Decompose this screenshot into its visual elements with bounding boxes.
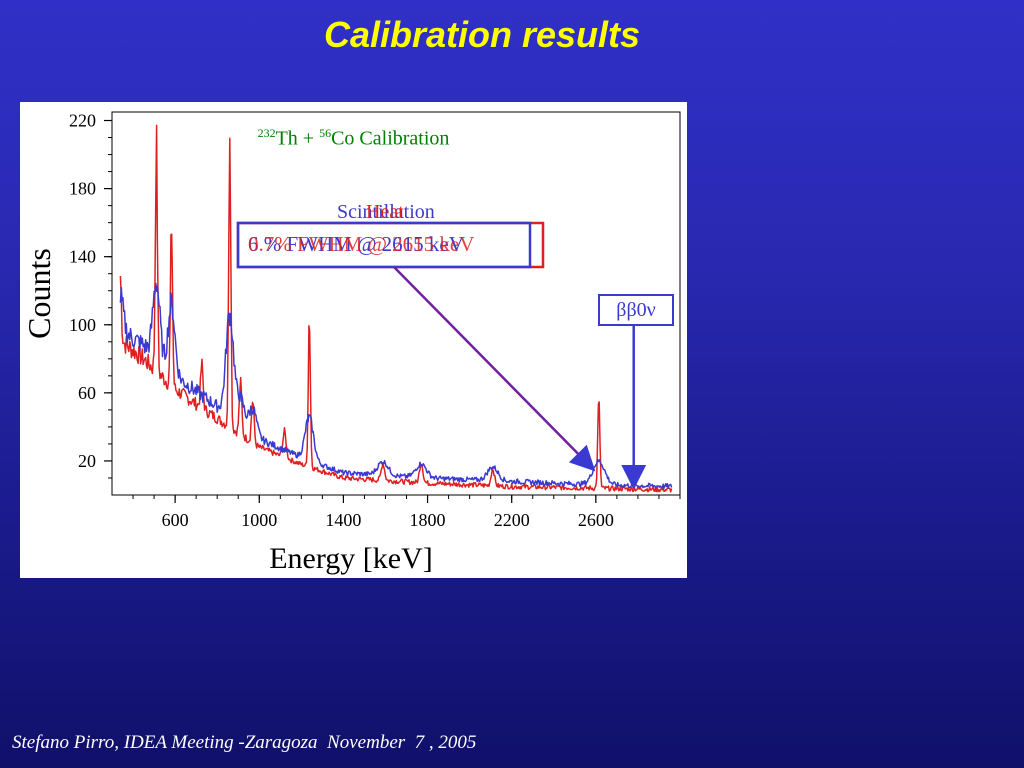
x-axis-title: Energy [keV] (269, 542, 433, 575)
y-tick-label: 220 (69, 111, 96, 131)
co-element: Co Calibration (331, 127, 450, 150)
scintillation-label: Scintillation (337, 201, 435, 223)
plot-frame (111, 111, 681, 496)
y-tick-label: 100 (69, 315, 96, 335)
heat-label: Heat (366, 201, 404, 223)
scintillation-fwhm: 6 % FWHM @ 2615 keV (248, 232, 464, 256)
heat-series-line (119, 124, 673, 493)
scintillation-series-line (119, 282, 673, 489)
x-tick-label: 1800 (410, 510, 446, 530)
slide-title: Calibration results (323, 14, 641, 55)
y-tick-label: 180 (69, 179, 96, 199)
y-tick-label: 60 (78, 383, 96, 403)
x-tick-label: 600 (162, 510, 189, 530)
x-tick-label: 1000 (241, 510, 277, 530)
th-isotope: 232 (257, 126, 276, 140)
scintillation-fwhm-box (236, 221, 532, 269)
fwhm-arrow (393, 266, 596, 472)
heat-fwhm: 0.7% FWHM @ 2615 keV (248, 232, 475, 256)
y-tick-label: 20 (78, 451, 96, 471)
plot-panel: 600 1000 1400 1800 2200 2600 20 60 100 140 180 220 E… (20, 102, 687, 578)
bb0v-label: ββ0ν (598, 294, 674, 326)
x-tick-label: 1400 (325, 510, 361, 530)
footer-credit: Stefano Pirro, IDEA Meeting -Zaragoza No… (12, 732, 477, 753)
x-tick-label: 2200 (494, 510, 530, 530)
spectrum-chart: 600 1000 1400 1800 2200 2600 20 60 100 140 180 220 E… (21, 111, 681, 575)
co-isotope: 56 (319, 126, 332, 140)
x-tick-label: 2600 (578, 510, 614, 530)
th-element: Th + (275, 127, 320, 150)
chart-title: 232Th + 56Co Calibration (20, 126, 687, 151)
y-tick-label: 140 (69, 247, 96, 267)
y-axis-title: Counts (21, 248, 57, 339)
